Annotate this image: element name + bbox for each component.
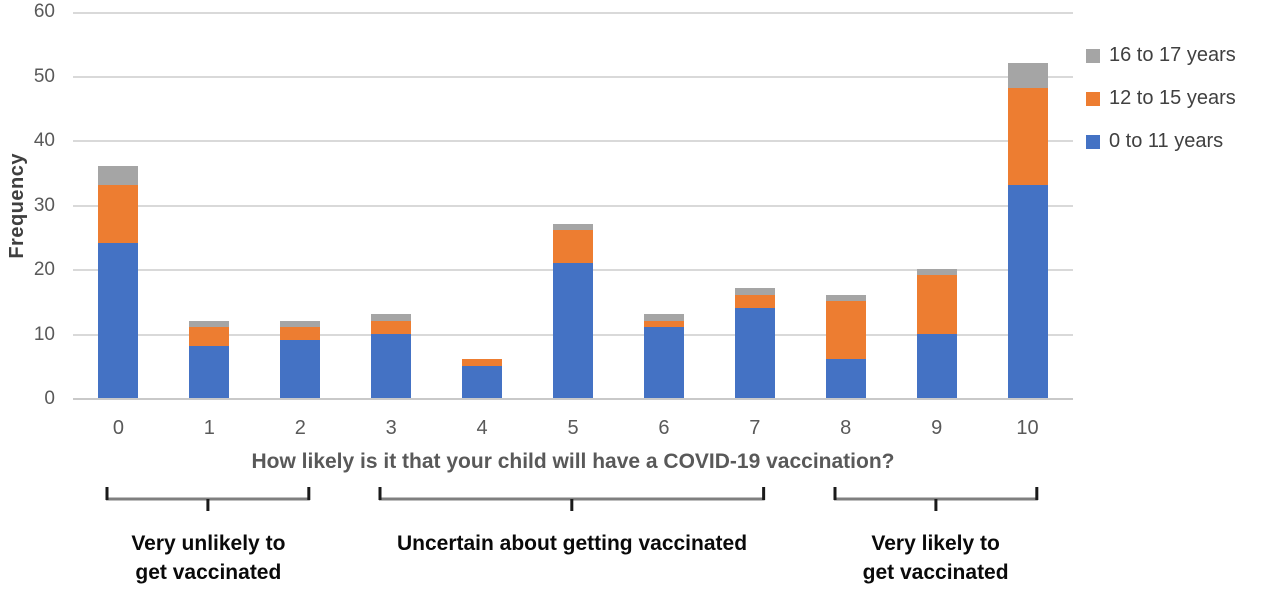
bar-5-segment: [553, 230, 593, 263]
bar-8-segment: [825, 294, 866, 302]
legend-item-label: 12 to 15 years: [1109, 87, 1236, 109]
bar-6: [643, 314, 684, 398]
bar-10-segment: [1007, 88, 1048, 186]
bar-5-segment: [553, 262, 593, 398]
y-tick-label-60: 60: [33, 1, 55, 22]
bar-2: [280, 320, 321, 398]
legend-item-label: 16 to 17 years: [1109, 44, 1236, 66]
bar-7-segment: [734, 294, 775, 308]
bar-9-segment: [916, 275, 957, 334]
gridline-0: [73, 398, 1073, 400]
bar-8-segment: [825, 301, 866, 360]
legend-item: 12 to 15 years: [1086, 85, 1236, 112]
annotation-label: Uncertain about getting vaccinated: [396, 532, 748, 555]
x-axis-title: How likely is it that your child will ha…: [251, 450, 895, 473]
x-tick-label-4: 4: [476, 417, 488, 439]
bar-0-segment: [98, 185, 139, 244]
x-tick-label-9: 9: [931, 417, 943, 439]
x-tick-label-7: 7: [749, 417, 761, 439]
legend-swatch-icon: [1086, 48, 1100, 63]
gridline-60: [73, 12, 1073, 14]
bar-2-segment: [280, 320, 321, 328]
bar-2-segment: [280, 327, 321, 340]
x-tick-label-6: 6: [658, 417, 670, 439]
bar-7-segment: [734, 288, 775, 295]
x-tick-label-10: 10: [1016, 417, 1039, 439]
bar-6-segment: [643, 314, 684, 321]
bar-1-segment: [189, 320, 230, 328]
range-brace: [833, 487, 1039, 511]
y-tick-label-0: 0: [44, 388, 55, 409]
x-tick-label-2: 2: [294, 417, 306, 439]
legend: 16 to 17 years 12 to 15 years 0 to 11 year…: [1086, 42, 1236, 171]
x-tick-label-8: 8: [840, 417, 852, 439]
bar-5-segment: [553, 223, 593, 231]
legend-item: 16 to 17 years: [1086, 42, 1236, 69]
x-tick-label-0: 0: [112, 417, 125, 439]
legend-item: 0 to 11 years: [1086, 128, 1236, 155]
bar-4: [462, 359, 503, 398]
bar-3-segment: [371, 333, 412, 398]
bar-4-segment: [462, 365, 503, 398]
bar-8: [825, 294, 866, 398]
bar-6-segment: [643, 320, 684, 328]
legend-swatch-icon: [1086, 134, 1100, 149]
bar-3: [371, 314, 412, 398]
gridline-50: [73, 75, 1073, 78]
x-axis-ticks: 0 1 2 3 4 5 6 7 8 9 10: [73, 417, 1073, 443]
bar-7: [734, 288, 775, 398]
bar-9-segment: [916, 333, 957, 398]
legend-swatch-icon: [1086, 91, 1100, 106]
bar-4-segment: [462, 359, 503, 366]
bar-1: [189, 320, 230, 398]
y-tick-label-40: 40: [33, 130, 55, 151]
bar-6-segment: [643, 327, 684, 398]
gridline-40: [73, 140, 1073, 142]
y-tick-label-30: 30: [33, 194, 55, 216]
bar-9: [916, 269, 957, 398]
bar-10-segment: [1007, 62, 1048, 89]
annotation-label: Very likely to get vaccinated: [862, 532, 1009, 584]
bar-10-segment: [1007, 185, 1048, 398]
bar-2-segment: [280, 339, 321, 398]
bar-3-segment: [371, 314, 412, 321]
plot-area: 0 10 20 30 40 50 60: [34, 1, 1073, 409]
gridline-30: [73, 204, 1073, 207]
bar-7-segment: [734, 307, 775, 398]
bar-5: [553, 223, 593, 398]
y-tick-label-50: 50: [33, 65, 55, 87]
bar-0-segment: [98, 165, 139, 186]
legend-item-label: 0 to 11 years: [1109, 130, 1224, 152]
bar-9-segment: [916, 269, 957, 276]
range-brace: [378, 487, 766, 511]
range-brace: [105, 487, 311, 511]
y-tick-label-10: 10: [33, 323, 55, 345]
annotation-label: Very unlikely to get vaccinated: [131, 532, 286, 584]
x-tick-label-5: 5: [567, 417, 579, 439]
bar-0-segment: [98, 243, 139, 398]
bar-8-segment: [825, 359, 866, 398]
bar-1-segment: [189, 346, 230, 398]
y-tick-label-20: 20: [33, 259, 55, 280]
x-tick-label-3: 3: [385, 417, 397, 439]
bar-0: [98, 165, 139, 398]
bar-1-segment: [189, 327, 230, 347]
x-tick-label-1: 1: [203, 417, 215, 439]
bar-10: [1007, 62, 1048, 398]
bar-3-segment: [371, 320, 412, 334]
